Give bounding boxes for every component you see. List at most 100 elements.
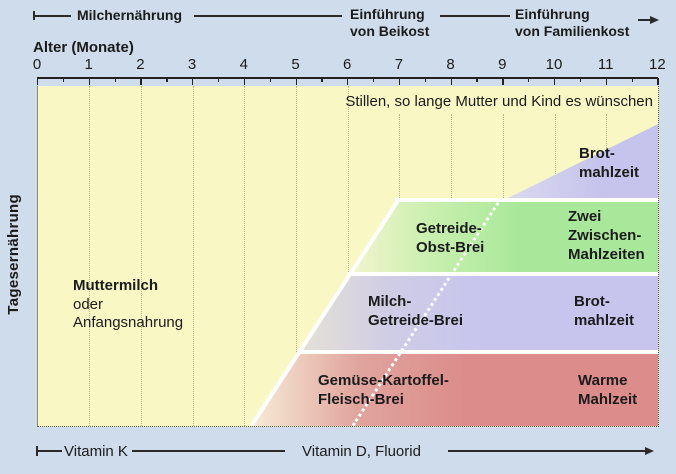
axis-tick-label: 6: [343, 56, 352, 73]
muttermilch-line1: Muttermilch: [73, 277, 159, 294]
axis-tick: [88, 78, 90, 85]
brot2-line2: mahlzeit: [574, 312, 635, 329]
band-separator: [395, 198, 658, 202]
axis-tick: [528, 78, 530, 82]
footer-line-segment: [448, 450, 645, 452]
beikost-phase-line2: von Beikost: [350, 23, 430, 39]
brotmahlzeit-triangle-label: Brot- mahlzeit: [579, 144, 639, 182]
band-separator: [297, 350, 658, 354]
month-gridline: [296, 86, 297, 426]
axis-tick-label: 2: [136, 56, 145, 73]
axis-tick: [424, 78, 427, 82]
axis-tick-label: 5: [291, 56, 300, 73]
gemuese-line1: Gemüse-Kartoffel-: [318, 372, 449, 389]
getreide-line1: Getreide-: [416, 220, 482, 237]
axis-tick-label: 10: [545, 56, 563, 73]
header-arrow-tail: [638, 19, 651, 21]
axis-tick: [140, 78, 142, 85]
milch-getreide-brei-label: Milch- Getreide-Brei: [368, 292, 463, 330]
brot2-line1: Brot-: [574, 293, 610, 310]
vitamin-d-label: Vitamin D, Fluorid: [302, 443, 421, 460]
axis-tick: [476, 78, 478, 82]
getreide-obst-brei-label: Getreide- Obst-Brei: [416, 219, 484, 257]
axis-tick: [166, 78, 168, 82]
brot1-line2: mahlzeit: [579, 164, 640, 181]
y-axis-label: Tagesernährung: [5, 194, 22, 315]
axis-tick: [554, 78, 556, 85]
month-gridline: [347, 86, 349, 426]
zwei-line3: Mahlzeiten: [568, 246, 645, 263]
zwei-line1: Zwei: [568, 208, 602, 225]
axis-tick: [450, 78, 452, 85]
band-milch-getreide-brei: [300, 276, 658, 350]
milch-line2: Getreide-Brei: [368, 312, 464, 329]
header-line-segment: [440, 15, 510, 17]
milch-line1: Milch-: [368, 293, 412, 310]
axis-tick: [631, 78, 633, 82]
footer-bracket-tick: [36, 446, 38, 456]
axis-tick: [62, 78, 65, 82]
axis-tick: [37, 78, 39, 85]
axis-tick: [579, 78, 582, 82]
axis-tick: [657, 78, 659, 85]
getreide-line2: Obst-Brei: [416, 239, 485, 256]
warme-line1: Warme: [578, 372, 628, 389]
month-gridline: [192, 86, 194, 426]
beikost-phase-label: Einführung von Beikost: [350, 6, 429, 40]
axis-tick-label: 3: [187, 56, 197, 73]
gemuese-kartoffel-fleisch-brei-label: Gemüse-Kartoffel- Fleisch-Brei: [318, 371, 449, 409]
axis-tick: [373, 78, 375, 82]
axis-tick: [347, 78, 349, 85]
gemuese-line2: Fleisch-Brei: [318, 391, 404, 408]
brotmahlzeit-band-label: Brot- mahlzeit: [574, 292, 634, 330]
header-line-segment: [194, 15, 342, 17]
axis-tick-label: 11: [597, 56, 614, 73]
familienkost-phase-label: Einführung von Familienkost: [515, 6, 629, 40]
footer-line-segment: [132, 450, 285, 452]
axis-tick-label: 4: [239, 56, 248, 73]
plot-area: Stillen, so lange Mutter und Kind es wün…: [37, 86, 659, 427]
muttermilch-line3: Anfangsnahrung: [73, 314, 184, 331]
header-arrow-right-icon: [650, 15, 659, 24]
axis-tick: [217, 78, 220, 82]
month-gridline: [244, 86, 246, 426]
vitamin-k-label: Vitamin K: [64, 443, 128, 460]
familienkost-phase-line1: Einführung: [515, 6, 590, 22]
beikost-phase-line1: Einführung: [350, 6, 425, 22]
axis-tick: [114, 78, 116, 82]
warme-mahlzeit-label: Warme Mahlzeit: [578, 371, 637, 409]
axis-title: Alter (Monate): [33, 39, 134, 56]
axis-tick-label: 0: [32, 56, 42, 73]
axis-tick-label: 9: [498, 56, 507, 73]
footer-arrow-right-icon: [645, 446, 654, 455]
axis-tick-label: 12: [649, 56, 666, 73]
axis-tick: [295, 78, 297, 85]
axis-tick: [502, 78, 504, 85]
axis-line: [37, 77, 658, 79]
axis-tick: [243, 78, 246, 85]
axis-tick: [398, 78, 401, 85]
muttermilch-label: Muttermilch oder Anfangsnahrung: [73, 277, 183, 333]
axis-tick: [269, 78, 271, 82]
footer-line-segment: [37, 450, 62, 452]
header-bracket-tick: [33, 11, 35, 20]
zwei-line2: Zwischen-: [568, 227, 642, 244]
band-getreide-obst-brei: [351, 202, 658, 272]
milk-phase-label: Milchernährung: [77, 7, 183, 23]
axis-tick-label: 1: [84, 56, 93, 73]
header-line-segment: [34, 15, 71, 17]
band-gemuese-kartoffel-fleisch-brei: [251, 354, 658, 426]
familienkost-phase-line2: von Familienkost: [515, 23, 630, 39]
stillen-note: Stillen, so lange Mutter und Kind es wün…: [345, 93, 653, 110]
axis-tick-label: 8: [446, 56, 455, 73]
band-separator: [347, 272, 658, 276]
axis-tick: [321, 78, 323, 82]
axis-tick: [605, 78, 607, 85]
brot1-line1: Brot-: [579, 145, 615, 162]
month-gridline: [140, 86, 142, 426]
muttermilch-line2: oder: [73, 295, 104, 313]
month-gridline: [89, 86, 91, 426]
axis-tick-label: 7: [394, 56, 404, 73]
axis-tick: [192, 78, 194, 85]
